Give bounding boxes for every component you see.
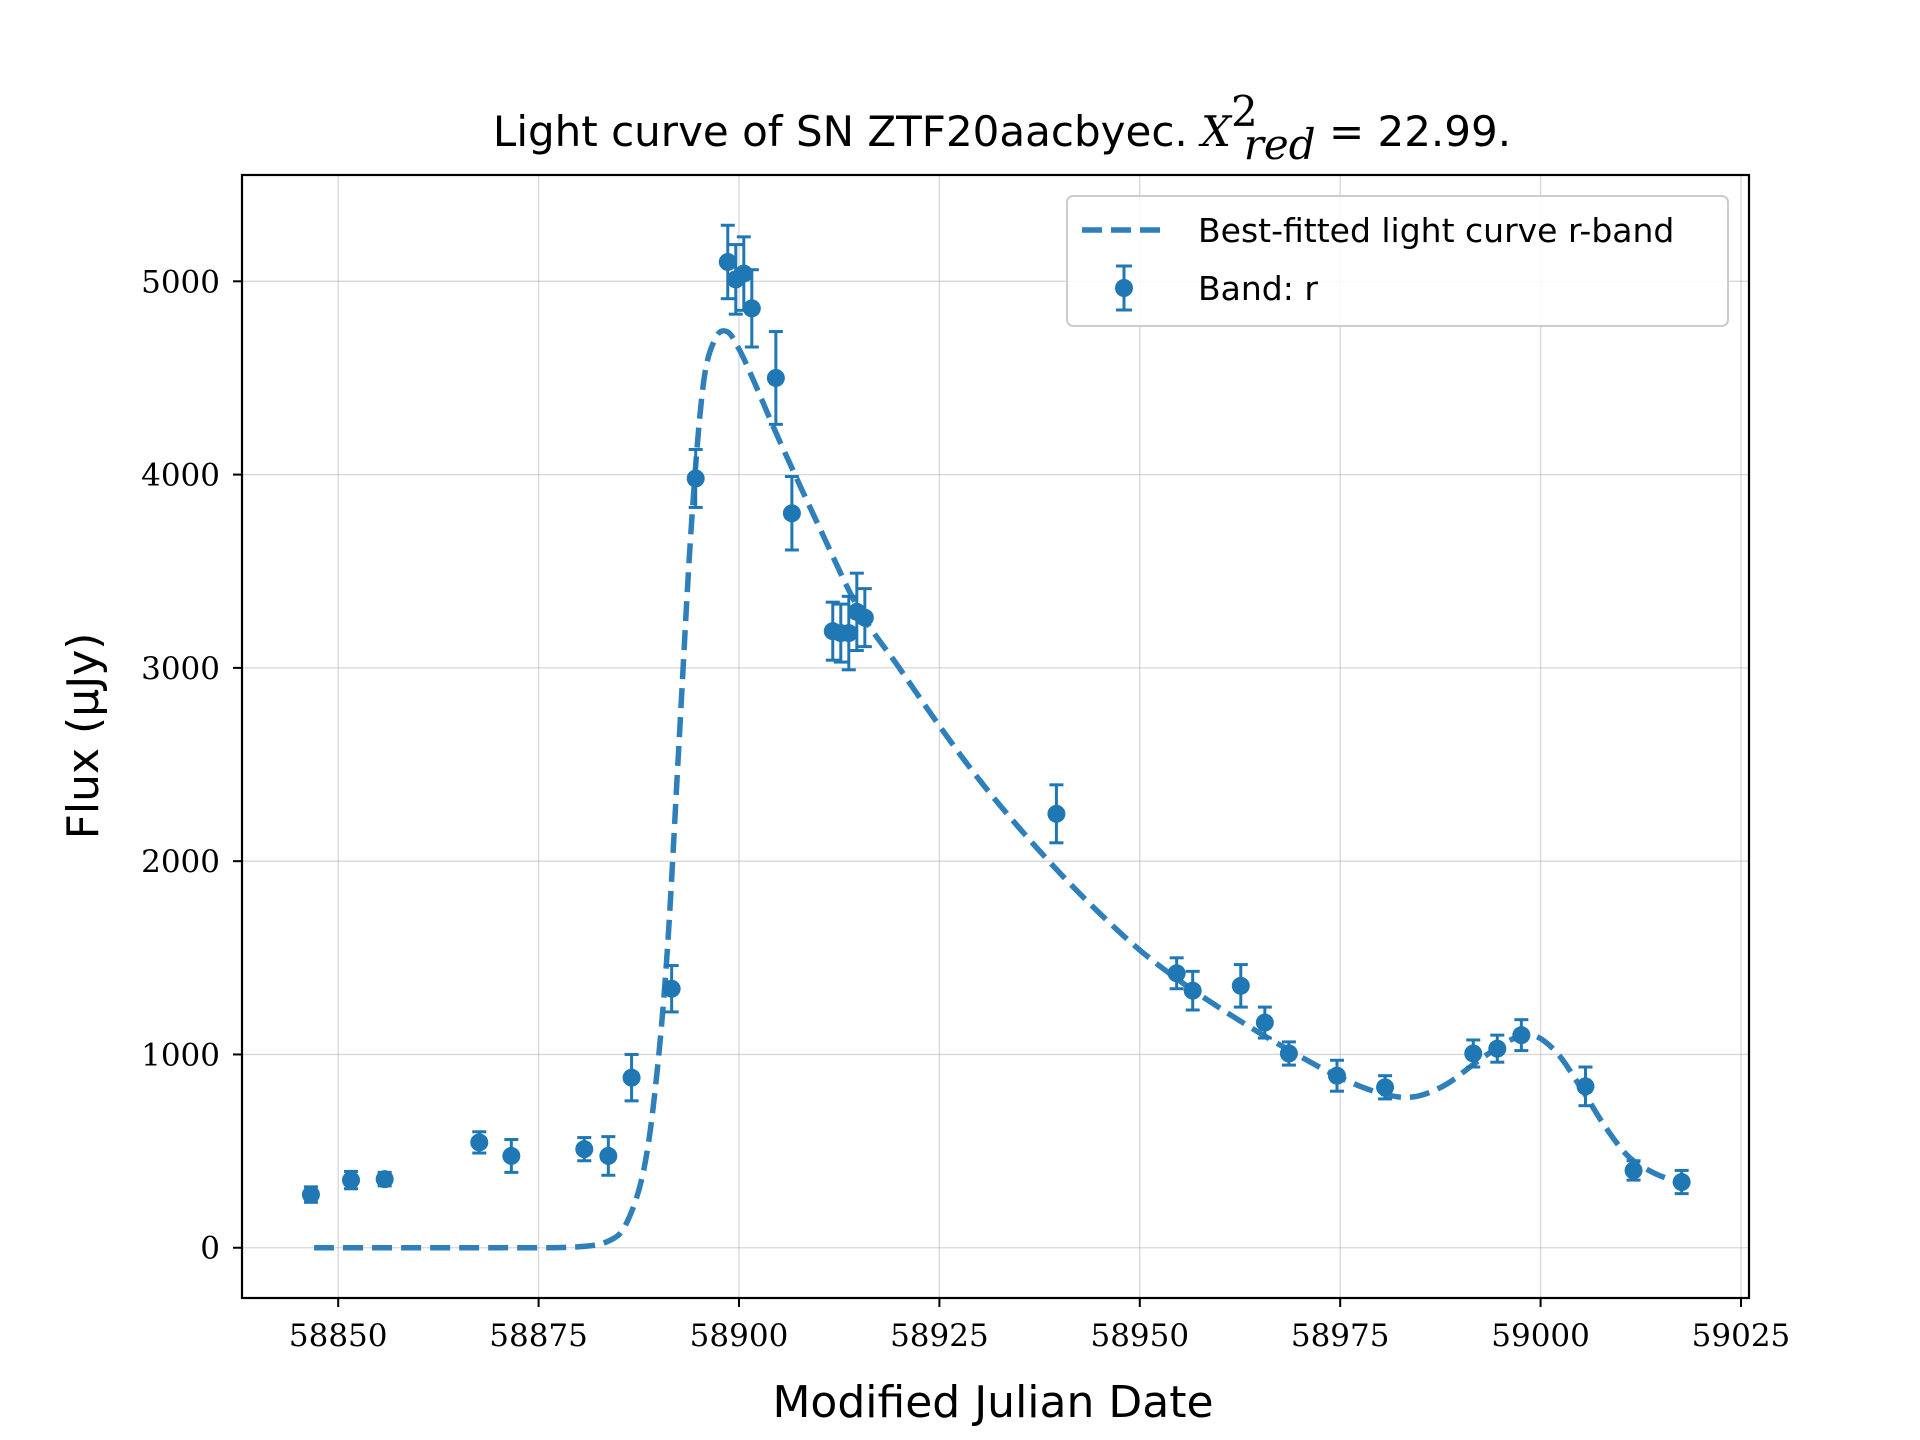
point-marker (1464, 1044, 1483, 1063)
x-tick-label: 58975 (1291, 1318, 1390, 1354)
data-point (1255, 1005, 1274, 1040)
data-point (1167, 956, 1186, 991)
point-marker (766, 368, 785, 387)
legend-points-label: Band: r (1198, 269, 1318, 308)
data-point (622, 1052, 641, 1103)
x-tick-label: 58925 (890, 1318, 989, 1354)
y-tick-label: 3000 (141, 651, 220, 687)
point-marker (1327, 1066, 1346, 1085)
plot-frame (240, 173, 1751, 1300)
data-point (301, 1185, 320, 1204)
chart-title-prefix: Light curve of SN ZTF20aacbyec. (493, 107, 1201, 156)
data-point (1624, 1159, 1643, 1182)
data-point (847, 571, 866, 652)
point-marker (301, 1185, 320, 1204)
data-point (575, 1136, 594, 1163)
y-tick-label: 5000 (141, 264, 220, 300)
point-marker (1279, 1044, 1298, 1063)
point-marker (734, 264, 753, 283)
data-point (1279, 1040, 1298, 1067)
data-point (686, 447, 705, 509)
x-axis-label: Modified Julian Date (772, 1377, 1213, 1428)
data-point (375, 1170, 394, 1189)
point-marker (662, 979, 681, 998)
y-axis-label: Flux (μJy) (58, 633, 109, 840)
data-points-layer (301, 223, 1691, 1204)
x-tick-label: 59025 (1692, 1318, 1791, 1354)
chart-title-chi: X (1198, 107, 1233, 156)
point-marker (1624, 1161, 1643, 1180)
y-axis-ticks: 0 1000 2000 3000 4000 5000 (141, 264, 242, 1267)
data-point (470, 1130, 489, 1155)
data-point (1376, 1074, 1395, 1101)
point-marker (742, 299, 761, 318)
point-marker (1576, 1077, 1595, 1096)
point-marker (686, 469, 705, 488)
data-point (1488, 1033, 1507, 1064)
data-point (1464, 1038, 1483, 1069)
data-point (718, 223, 737, 301)
x-tick-label: 59000 (1491, 1318, 1590, 1354)
point-marker (1672, 1173, 1691, 1192)
data-point (1576, 1065, 1595, 1108)
point-marker (1488, 1039, 1507, 1058)
data-point (599, 1135, 618, 1177)
y-tick-label: 1000 (141, 1037, 220, 1073)
data-point (855, 587, 874, 649)
point-marker (599, 1146, 618, 1165)
point-marker (1167, 964, 1186, 983)
x-tick-label: 58900 (690, 1318, 789, 1354)
point-marker (375, 1170, 394, 1189)
point-marker (575, 1140, 594, 1159)
point-marker (1231, 976, 1250, 995)
legend: Best-fitted light curve r-band Band: r (1066, 195, 1729, 327)
point-marker (1047, 804, 1066, 823)
point-marker (855, 608, 874, 627)
legend-box (1066, 195, 1729, 327)
data-point (502, 1138, 521, 1174)
legend-fit-label: Best-fitted light curve r-band (1198, 211, 1674, 250)
chart-title-sub: red (1244, 120, 1316, 169)
point-marker (1255, 1013, 1274, 1032)
x-tick-label: 58850 (289, 1318, 388, 1354)
data-point (1183, 969, 1202, 1012)
point-marker (1376, 1078, 1395, 1097)
point-marker (342, 1171, 361, 1190)
point-marker (1512, 1026, 1531, 1045)
data-point (1047, 783, 1066, 845)
y-tick-label: 4000 (141, 458, 220, 494)
point-marker (470, 1133, 489, 1152)
point-marker (718, 252, 737, 271)
chart-title: Light curve of SN ZTF20aacbyec. X2 red = … (493, 87, 1511, 169)
data-point (1231, 963, 1250, 1009)
data-point (742, 268, 761, 349)
y-tick-label: 2000 (141, 844, 220, 880)
x-axis-ticks: 58850 58875 58900 58925 58950 58975 59000 59025 (289, 1298, 1790, 1354)
chart-title-sup: 2 (1231, 87, 1258, 136)
data-point (342, 1169, 361, 1191)
legend-points-swatch (1115, 264, 1133, 312)
chart-title-suffix: = 22.99. (1316, 107, 1511, 156)
x-tick-label: 58950 (1090, 1318, 1189, 1354)
point-marker (1183, 981, 1202, 1000)
data-point (662, 964, 681, 1014)
data-point (782, 475, 801, 552)
x-tick-label: 58875 (489, 1318, 588, 1354)
data-point (766, 330, 785, 426)
data-point (1672, 1168, 1691, 1196)
data-point (1327, 1058, 1346, 1093)
point-marker (622, 1068, 641, 1087)
point-marker (839, 624, 858, 643)
point-marker (502, 1146, 521, 1165)
data-point (1512, 1018, 1531, 1053)
y-tick-label: 0 (200, 1231, 220, 1267)
point-marker (782, 504, 801, 523)
